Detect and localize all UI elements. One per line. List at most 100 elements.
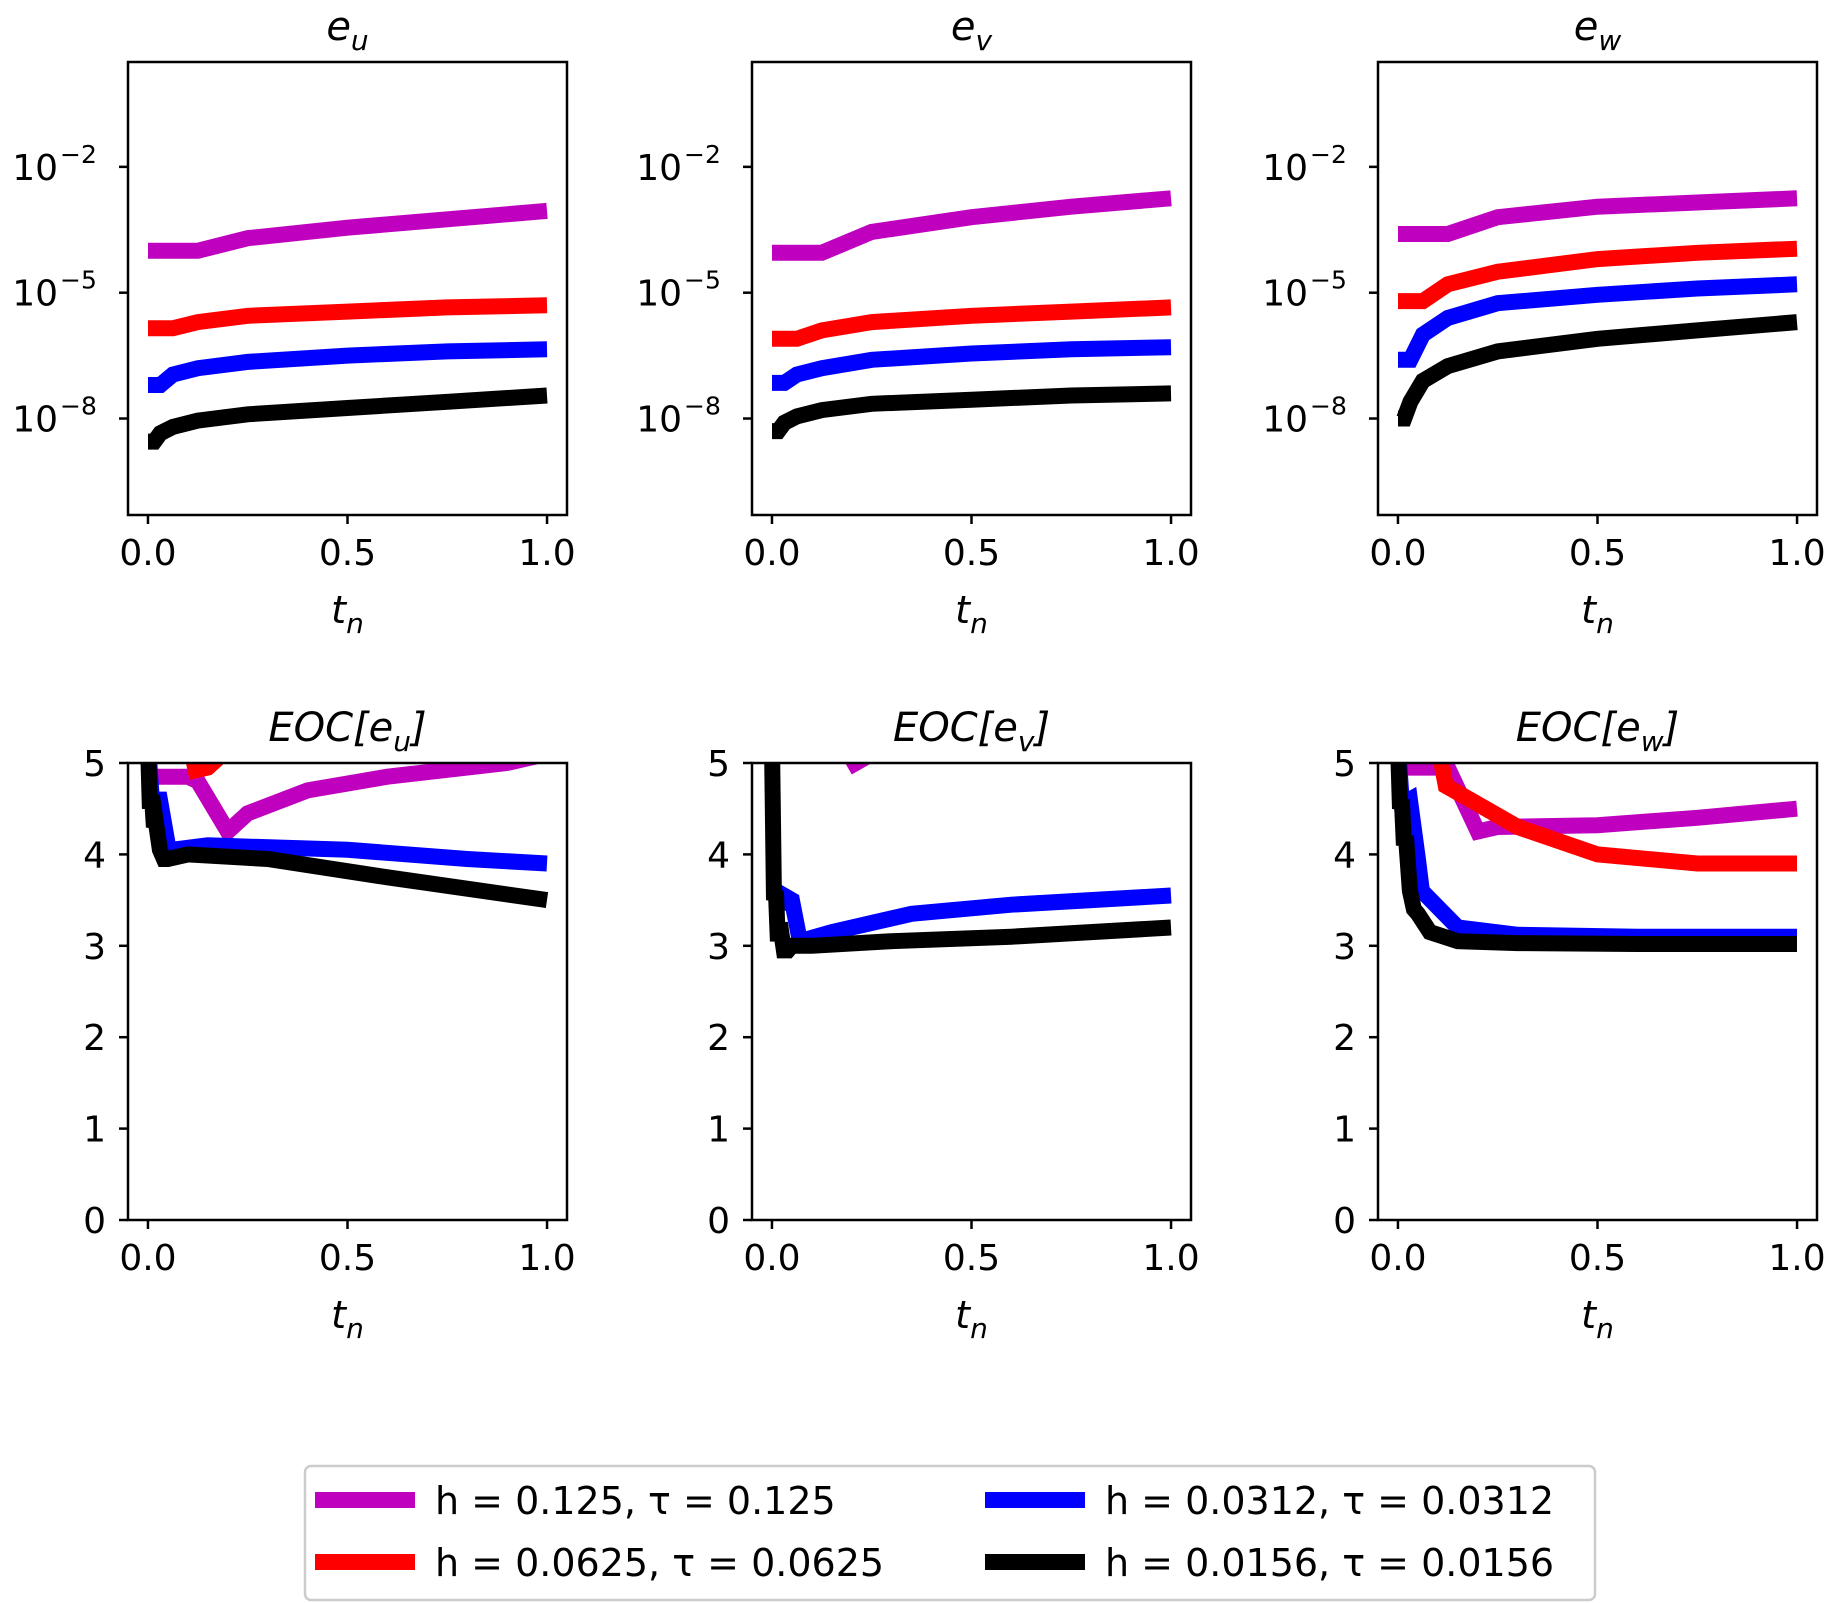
series-line-2 xyxy=(772,299,1172,347)
panel-title: ev xyxy=(951,4,993,57)
panel-title: eu xyxy=(326,4,368,57)
y-tick-exponent: −5 xyxy=(684,266,721,295)
y-tick-label: 0 xyxy=(1333,1201,1356,1242)
panel-title: EOC[eu] xyxy=(268,705,426,758)
x-tick-label: 0.0 xyxy=(119,1238,176,1279)
x-axis-label: tn xyxy=(955,588,988,640)
panel-title: EOC[ev] xyxy=(893,705,1050,758)
series-line-2 xyxy=(186,763,225,780)
series-line-4 xyxy=(1390,763,1797,952)
y-tick-exponent: −8 xyxy=(1310,392,1347,421)
y-tick-label: 0 xyxy=(83,1201,106,1242)
series-line-2 xyxy=(148,297,548,337)
y-tick-label: 3 xyxy=(83,927,106,968)
axes-frame xyxy=(126,60,569,517)
x-tick-label: 1.0 xyxy=(1768,533,1825,574)
x-tick-label: 0.5 xyxy=(1569,1238,1626,1279)
y-tick-label: 10 xyxy=(12,274,58,315)
y-tick-label: 4 xyxy=(707,835,730,876)
y-tick-exponent: −5 xyxy=(60,266,97,295)
series-line-1 xyxy=(772,190,1172,261)
panel-title: EOC[ew] xyxy=(1516,705,1679,758)
y-tick-exponent: −8 xyxy=(684,392,721,421)
axes-frame xyxy=(750,761,1193,1222)
y-tick-label: 10 xyxy=(12,400,58,441)
legend-label: h = 0.0312, τ = 0.0312 xyxy=(1105,1479,1554,1523)
y-tick-label: 2 xyxy=(1333,1018,1356,1059)
y-tick-label: 0 xyxy=(707,1201,730,1242)
x-axis-label: tn xyxy=(331,588,364,640)
y-tick-label: 4 xyxy=(83,835,106,876)
y-tick-label: 10 xyxy=(1262,400,1308,441)
series-line-3 xyxy=(1398,276,1798,368)
panel-5: 0.0 0.5 1.0 0 1 2 3 4 5 EOC[ev] tn xyxy=(707,705,1200,1345)
series-line-3 xyxy=(772,883,1172,952)
series-line-4 xyxy=(147,387,548,450)
y-tick-label: 10 xyxy=(636,148,682,189)
series-line-1 xyxy=(845,763,872,775)
legend-label: h = 0.125, τ = 0.125 xyxy=(435,1479,836,1523)
series-line-2 xyxy=(1398,240,1798,310)
y-tick-label: 5 xyxy=(1333,744,1356,785)
y-tick-label: 10 xyxy=(636,400,682,441)
series-line-2 xyxy=(1433,763,1797,872)
y-tick-label: 4 xyxy=(1333,835,1356,876)
y-tick-label: 2 xyxy=(83,1018,106,1059)
x-tick-label: 1.0 xyxy=(1142,533,1199,574)
y-tick-label: 5 xyxy=(83,744,106,785)
legend-label: h = 0.0625, τ = 0.0625 xyxy=(435,1541,884,1585)
y-tick-label: 2 xyxy=(707,1018,730,1059)
x-tick-label: 0.5 xyxy=(1569,533,1626,574)
x-tick-label: 0.0 xyxy=(743,1238,800,1279)
x-tick-label: 0.5 xyxy=(319,1238,376,1279)
axes-frame xyxy=(126,761,569,1222)
x-tick-label: 0.5 xyxy=(319,533,376,574)
panel-4: 0.0 0.5 1.0 0 1 2 3 4 5 EOC[eu] tn xyxy=(83,705,576,1345)
legend: h = 0.125, τ = 0.125 h = 0.0625, τ = 0.06… xyxy=(303,1464,1597,1602)
series-line-3 xyxy=(772,339,1172,391)
x-tick-label: 1.0 xyxy=(1768,1238,1825,1279)
series-line-4 xyxy=(140,763,549,909)
y-tick-label: 10 xyxy=(12,148,58,189)
x-axis-label: tn xyxy=(955,1293,988,1345)
series-line-4 xyxy=(771,385,1172,440)
x-tick-label: 0.0 xyxy=(743,533,800,574)
y-tick-label: 10 xyxy=(1262,274,1308,315)
x-tick-label: 1.0 xyxy=(518,1238,575,1279)
y-tick-exponent: −2 xyxy=(60,140,97,169)
series-line-4 xyxy=(1396,314,1798,427)
y-tick-exponent: −5 xyxy=(1310,266,1347,295)
series-line-1 xyxy=(1398,190,1798,242)
series-line-4 xyxy=(764,763,1172,959)
x-tick-label: 0.0 xyxy=(1369,1238,1426,1279)
y-tick-label: 3 xyxy=(1333,927,1356,968)
legend-box xyxy=(303,1464,1597,1602)
series-line-1 xyxy=(148,202,548,259)
x-tick-label: 0.0 xyxy=(119,533,176,574)
y-tick-label: 1 xyxy=(707,1110,730,1151)
x-axis-label: tn xyxy=(331,1293,364,1345)
legend-label: h = 0.0156, τ = 0.0156 xyxy=(1105,1541,1554,1585)
y-tick-label: 3 xyxy=(707,927,730,968)
axes-frame xyxy=(750,60,1193,517)
x-axis-label: tn xyxy=(1581,1293,1614,1345)
y-tick-label: 1 xyxy=(83,1110,106,1151)
y-tick-label: 10 xyxy=(1262,148,1308,189)
x-tick-label: 0.5 xyxy=(943,533,1000,574)
panel-6: 0.0 0.5 1.0 0 1 2 3 4 5 EOC[ew] tn xyxy=(1333,705,1826,1345)
y-tick-label: 10 xyxy=(636,274,682,315)
x-tick-label: 0.5 xyxy=(943,1238,1000,1279)
x-axis-label: tn xyxy=(1581,588,1614,640)
x-tick-label: 0.0 xyxy=(1369,533,1426,574)
x-tick-label: 1.0 xyxy=(518,533,575,574)
x-tick-label: 1.0 xyxy=(1142,1238,1199,1279)
y-tick-label: 5 xyxy=(707,744,730,785)
y-tick-label: 1 xyxy=(1333,1110,1356,1151)
series-line-3 xyxy=(148,341,548,393)
y-tick-exponent: −2 xyxy=(1310,140,1347,169)
panel-title: ew xyxy=(1574,4,1622,57)
